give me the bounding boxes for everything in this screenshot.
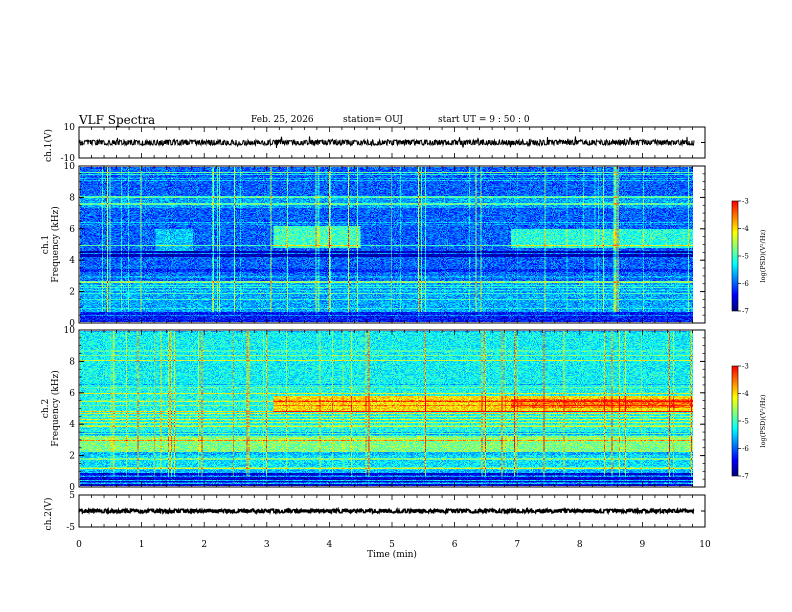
spec1-ytick-label: 8 [69, 193, 75, 203]
x-tick-label: 2 [201, 540, 207, 550]
spec2-ytick-label: 2 [69, 452, 75, 462]
spec2-ylabel-ch: ch.2 [41, 399, 51, 418]
figure-title: VLF Spectra [79, 113, 156, 127]
colorbar-tick-label: -6 [742, 280, 749, 288]
spec1-ytick-label: 4 [69, 256, 75, 266]
colorbar-tick-label: -4 [742, 390, 749, 398]
date-label: Feb. 25, 2026 [251, 115, 314, 125]
wave2-ylabel: ch.2(V) [43, 498, 54, 531]
x-tick-label: 3 [264, 540, 270, 550]
spec2-ytick-label: 8 [69, 357, 75, 367]
colorbar-tick-label: -3 [742, 363, 749, 371]
wave1-ytick-max: 10 [64, 123, 76, 133]
spec2-ytick-label: 10 [64, 326, 76, 336]
x-axis-title: Time (min) [367, 549, 417, 560]
colorbar-ch1 [732, 201, 738, 311]
x-tick-label: 5 [389, 540, 395, 550]
x-tick-label: 9 [640, 540, 646, 550]
spec1-ytick-label: 2 [69, 288, 75, 298]
wave1-ylabel: ch.1(V) [43, 129, 54, 162]
colorbar-tick-label: -7 [742, 473, 749, 481]
spec1-ytick-label: 6 [69, 225, 75, 235]
colorbar-ch2 [732, 366, 738, 476]
waveform-ch2-trace [78, 506, 695, 516]
spectrogram-ch2-image [80, 331, 693, 486]
x-tick-label: 1 [139, 540, 145, 550]
start-ut-label: start UT = 9 : 50 : 0 [438, 115, 530, 125]
x-tick-label: 7 [514, 540, 520, 550]
x-tick-label: 0 [76, 540, 82, 550]
spec2-ylabel-freq: Frequency (kHz) [50, 370, 61, 447]
spec1-ylabel-ch: ch.1 [41, 235, 51, 254]
colorbar-label: log(PSD)(V²/Hz) [759, 394, 767, 447]
colorbar-frame [731, 365, 739, 477]
x-tick-label: 6 [452, 540, 458, 550]
colorbar-tick-label: -5 [742, 253, 749, 261]
colorbar-tick-label: -5 [742, 418, 749, 426]
x-tick-label: 10 [699, 540, 711, 550]
waveform-ch1-trace [78, 136, 695, 149]
spec1-ytick-label: 10 [64, 162, 76, 172]
spec1-ytick-label: 0 [69, 319, 75, 329]
colorbar-label: log(PSD)(V²/Hz) [759, 229, 767, 282]
colorbar-tick-label: -3 [742, 198, 749, 206]
wave2-ytick-min: -5 [66, 523, 75, 533]
colorbar-tick-label: -6 [742, 445, 749, 453]
wave2-ytick-max: 5 [69, 491, 75, 501]
colorbar-tick-label: -4 [742, 225, 749, 233]
station-label: station= OUJ [343, 115, 404, 125]
spec2-ytick-label: 0 [69, 483, 75, 493]
wave1-ytick-min: -10 [61, 154, 76, 164]
x-tick-label: 8 [577, 540, 583, 550]
spec2-ytick-label: 6 [69, 389, 75, 399]
colorbar-tick-label: -7 [742, 308, 749, 316]
spec1-ylabel-freq: Frequency (kHz) [50, 206, 61, 283]
x-tick-label: 4 [327, 540, 333, 550]
panel-frame-2 [78, 165, 706, 324]
panel-frame-3 [78, 329, 706, 488]
spec2-ytick-label: 4 [69, 420, 75, 430]
spectrogram-ch1-image [80, 167, 693, 322]
colorbar-frame [731, 200, 739, 312]
